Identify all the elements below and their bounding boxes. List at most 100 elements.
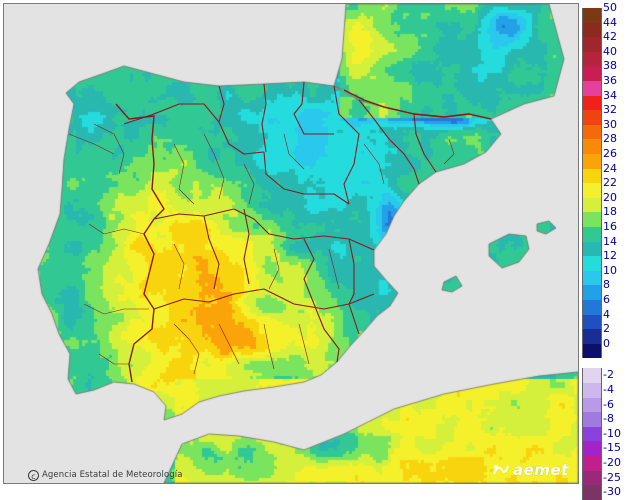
- community-boundary: [153, 288, 375, 310]
- aemet-wordmark: aemet: [513, 461, 569, 479]
- community-boundary: [203, 215, 220, 290]
- legend-swatch: [582, 441, 602, 456]
- legend-label: -8: [603, 412, 614, 426]
- color-scale-legend: 50 44 42 40 38 36 34 32 30 28 26 24 22 20 18 16 14 12 10 8 6…: [582, 2, 630, 500]
- legend-swatch: [582, 197, 602, 213]
- province-boundary: [283, 133, 305, 170]
- legend-swatch: [582, 343, 602, 359]
- legend-swatch: [582, 95, 602, 111]
- community-boundary: [123, 103, 265, 155]
- legend-swatch: [582, 110, 602, 125]
- community-boundary: [261, 83, 267, 153]
- province-boundary: [88, 223, 145, 235]
- legend-label: -10: [603, 426, 621, 440]
- legend-label: 40: [603, 44, 617, 58]
- temperature-field: [4, 4, 578, 483]
- province-boundary: [173, 323, 200, 375]
- legend-label: 16: [603, 220, 617, 233]
- legend-label: -15: [603, 441, 621, 455]
- legend-swatch: [582, 212, 602, 227]
- legend-swatch: [582, 154, 602, 169]
- legend-label: 44: [603, 15, 617, 29]
- legend-label: 34: [603, 88, 617, 102]
- legend-swatch: [582, 183, 602, 198]
- province-boundary: [268, 248, 280, 290]
- legend-label: 38: [603, 59, 617, 73]
- legend-swatch: [582, 168, 602, 184]
- legend-swatch: [582, 383, 602, 398]
- province-boundary: [263, 323, 275, 370]
- legend-swatch: [582, 124, 602, 140]
- legend-swatch: [582, 66, 602, 81]
- legend-label: 6: [603, 293, 610, 306]
- legend-swatch: [582, 285, 602, 300]
- legend-label: 24: [603, 161, 617, 175]
- legend-label: 26: [603, 147, 617, 160]
- legend-swatch: [582, 397, 602, 413]
- legend-label: -4: [603, 383, 614, 396]
- legend-swatch: [582, 227, 602, 242]
- legend-label: 8: [603, 278, 610, 292]
- legend-label: 36: [603, 74, 617, 87]
- province-boundary: [443, 138, 455, 165]
- province-boundary: [363, 143, 385, 185]
- legend-swatch: [582, 256, 602, 271]
- spain-france-border: [343, 89, 492, 120]
- legend-label: 4: [603, 307, 610, 321]
- legend-swatch: [582, 300, 602, 315]
- copyright-icon: c: [28, 469, 39, 481]
- legend-label: -20: [603, 456, 621, 469]
- legend-swatch: [582, 139, 602, 154]
- province-boundary: [68, 133, 115, 155]
- credit: c Agencia Estatal de Meteorología: [28, 467, 183, 483]
- legend-swatch: [582, 368, 602, 383]
- community-boundary: [218, 85, 225, 123]
- legend-label: -25: [603, 470, 621, 484]
- community-boundary: [153, 208, 375, 251]
- province-boundary: [83, 303, 149, 315]
- legend-label: 42: [603, 30, 617, 44]
- legend-swatch: [582, 456, 602, 471]
- legend-label: -30: [603, 485, 621, 499]
- legend-label: 20: [603, 190, 617, 204]
- province-boundary: [218, 323, 240, 365]
- province-boundary: [298, 323, 310, 365]
- region-boundaries: [68, 81, 492, 383]
- community-boundary: [348, 238, 360, 335]
- legend-swatch: [582, 37, 602, 52]
- province-boundary: [173, 243, 185, 290]
- legend-label: -6: [603, 397, 614, 411]
- community-boundary: [333, 85, 360, 205]
- legend-label: 12: [603, 249, 617, 263]
- province-boundary: [203, 133, 225, 200]
- legend-label: 14: [603, 234, 617, 248]
- spain-portugal-border: [115, 103, 165, 383]
- community-boundary: [303, 238, 315, 305]
- province-boundary: [93, 123, 125, 175]
- province-boundary: [98, 353, 129, 365]
- legend-swatch: [582, 51, 602, 67]
- legend-swatch: [582, 81, 602, 96]
- legend-swatch: [582, 314, 602, 330]
- legend-label: 28: [603, 132, 617, 146]
- legend-swatch: [582, 241, 602, 257]
- legend-label: 32: [603, 103, 617, 117]
- legend-swatch: [582, 8, 602, 23]
- legend-label: 2: [603, 322, 610, 336]
- province-boundary: [328, 248, 340, 290]
- legend-bar: [582, 8, 602, 500]
- province-boundary: [173, 143, 195, 205]
- legend-swatch: [582, 22, 602, 38]
- legend-swatch: [582, 426, 602, 442]
- aemet-logo-icon: [493, 465, 509, 475]
- aemet-logo: aemet: [492, 459, 578, 481]
- legend-label: 10: [603, 263, 617, 277]
- community-boundary: [293, 81, 334, 135]
- legend-swatch: [582, 412, 602, 427]
- community-boundary: [243, 208, 250, 285]
- temperature-map: c Agencia Estatal de Meteorología aemet: [3, 3, 579, 484]
- legend-swatch: [582, 485, 602, 500]
- legend-label: 50: [603, 1, 617, 14]
- community-boundary: [358, 99, 420, 185]
- legend-label: 30: [603, 117, 617, 131]
